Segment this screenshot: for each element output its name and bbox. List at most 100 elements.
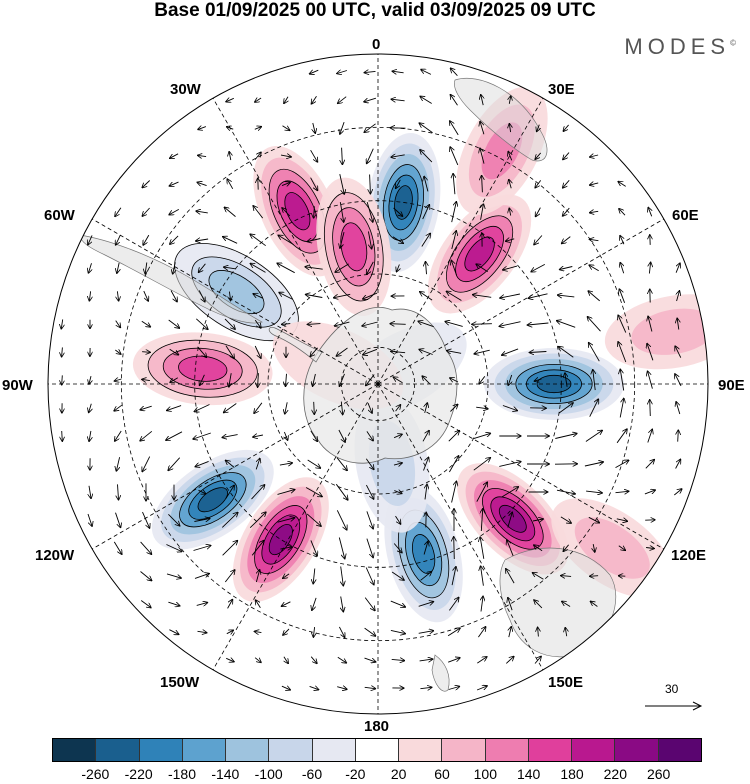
colorbar-swatch: [659, 739, 701, 761]
wind-vector: [563, 125, 568, 131]
lon-label-60e: 60E: [672, 207, 699, 224]
wind-vector: [452, 202, 457, 222]
wind-vector: [143, 512, 150, 528]
wind-vector: [585, 462, 603, 466]
wind-vector: [674, 489, 681, 495]
wind-vector: [62, 375, 63, 384]
wind-vector: [365, 687, 376, 688]
wind-vector: [477, 686, 487, 690]
wind-vector: [115, 379, 122, 381]
wind-vector: [141, 572, 152, 581]
wind-vector: [450, 121, 458, 135]
lon-label-90e: 90E: [718, 377, 745, 394]
colorbar-swatch: [356, 739, 399, 761]
colorbar-swatch: [442, 739, 485, 761]
colorbar-tick-label: 100: [474, 766, 497, 782]
wind-vector: [225, 207, 236, 216]
wind-vector: [311, 150, 318, 162]
wind-vector: [308, 460, 321, 468]
wind-vector: [557, 490, 575, 494]
wind-vector: [450, 147, 458, 165]
wind-vector: [141, 542, 152, 554]
wind-vector: [89, 404, 92, 413]
lon-label-150e: 150E: [548, 674, 583, 691]
wind-vector: [61, 319, 62, 328]
wind-vector: [196, 239, 208, 241]
wind-vector: [338, 97, 346, 104]
wind-vector: [227, 179, 232, 189]
wind-vector: [562, 237, 571, 244]
colorbar-swatch: [313, 739, 356, 761]
wind-vector: [284, 657, 288, 663]
wind-vector: [391, 601, 405, 607]
colorbar-swatch: [140, 739, 183, 761]
wind-vector: [168, 602, 179, 606]
wind-vector: [590, 183, 598, 185]
colorbar-tick-label: -100: [255, 766, 283, 782]
wind-vector: [364, 98, 376, 102]
wind-vector: [116, 513, 121, 528]
wind-vector: [89, 431, 91, 441]
wind-vector: [116, 235, 121, 245]
wind-vector: [223, 541, 238, 556]
wind-vector: [392, 71, 403, 73]
wind-vector: [620, 399, 624, 418]
wind-vector: [342, 148, 343, 165]
lon-label-120e: 120E: [671, 547, 706, 564]
lon-label-180: 180: [364, 718, 389, 735]
wind-vector: [170, 236, 178, 244]
colorbar-tick-label: -20: [345, 766, 365, 782]
wind-vector: [228, 600, 233, 609]
wind-vector: [140, 431, 152, 440]
wind-vector: [365, 628, 376, 636]
wind-vector: [560, 267, 573, 270]
wind-vector: [645, 490, 655, 494]
wind-vector: [676, 460, 681, 469]
wind-vector: [617, 429, 627, 443]
wind-vector: [616, 460, 629, 467]
lon-label-30w: 30W: [170, 81, 201, 98]
wind-vector: [169, 320, 180, 328]
wind-vector: [197, 603, 208, 606]
wind-vector: [142, 321, 150, 327]
colorbar-tick-label: 140: [517, 766, 540, 782]
wind-vector: [364, 124, 375, 132]
wind-vector: [341, 567, 344, 586]
wind-vector: [62, 431, 63, 441]
wind-vector: [313, 569, 315, 584]
wind-vector: [472, 324, 492, 325]
wind-vector: [590, 576, 598, 577]
wind-vector: [117, 291, 118, 300]
wind-vector: [195, 574, 209, 579]
wind-vector: [226, 98, 234, 101]
wind-vector: [337, 510, 346, 529]
wind-vector: [166, 432, 182, 440]
wind-vector: [563, 153, 569, 160]
wind-vector: [588, 291, 599, 301]
wind-vector: [648, 208, 651, 217]
wind-vector: [167, 406, 181, 411]
polar-map: [0, 0, 750, 735]
wind-vector: [198, 631, 207, 632]
wind-vector: [283, 126, 290, 131]
wind-vector: [449, 456, 458, 472]
wind-vector: [169, 209, 179, 214]
colorbar-swatch: [183, 739, 226, 761]
wind-vector: [224, 404, 237, 413]
wind-vector: [116, 321, 121, 328]
wind-vector: [142, 208, 149, 216]
colorbar-swatch: [269, 739, 312, 761]
wind-vector: [284, 97, 288, 103]
australia: [500, 548, 616, 657]
wind-vector: [310, 686, 319, 689]
colorbar-swatch: [486, 739, 529, 761]
wind-vector: [229, 152, 231, 160]
colorbar-tick-label: -260: [81, 766, 109, 782]
wind-vector: [391, 630, 405, 633]
colorbar-tick-label: -180: [168, 766, 196, 782]
wind-vector: [337, 687, 347, 690]
wind-vector: [313, 627, 314, 637]
wind-vector: [198, 155, 206, 156]
wind-vector: [479, 376, 485, 383]
